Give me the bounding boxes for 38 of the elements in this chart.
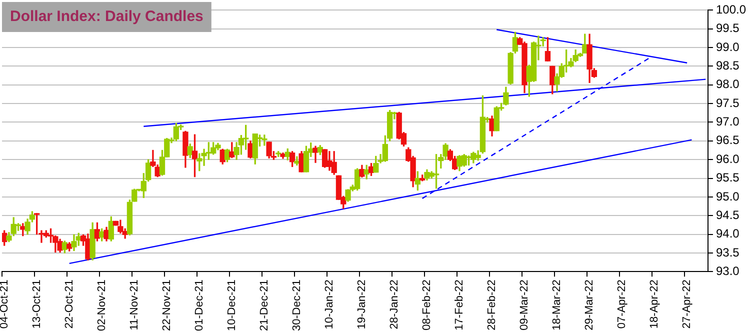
y-tick-label: 94.5 bbox=[716, 208, 740, 222]
x-tick-label: 19-Jan-22 bbox=[356, 280, 368, 330]
x-tick-label: 28-Feb-22 bbox=[486, 280, 498, 330]
x-tick-label: 17-Feb-22 bbox=[454, 280, 466, 330]
x-tick-label: 30-Dec-21 bbox=[290, 280, 303, 331]
x-tick-label: 27-Apr-22 bbox=[681, 280, 694, 329]
chart-title: Dollar Index: Daily Candles bbox=[10, 8, 204, 26]
y-tick-label: 99.5 bbox=[716, 21, 740, 36]
x-tick-label: 10-Dec-21 bbox=[226, 280, 238, 331]
x-tick-label: 28-Jan-22 bbox=[388, 280, 400, 330]
x-tick-label: 21-Dec-21 bbox=[258, 280, 270, 331]
x-tick-label: 22-Oct-21 bbox=[63, 280, 76, 329]
y-tick-label: 95.0 bbox=[716, 189, 740, 204]
y-tick-label: 100.0 bbox=[716, 2, 746, 17]
y-tick-label: 95.5 bbox=[716, 170, 740, 185]
y-tick-label: 93.0 bbox=[716, 264, 740, 278]
x-tick-label: 18-Apr-22 bbox=[648, 280, 661, 329]
y-tick-label: 97.0 bbox=[716, 114, 740, 129]
x-tick-label: 01-Dec-21 bbox=[193, 280, 206, 331]
y-tick-label: 94.0 bbox=[716, 226, 740, 241]
x-tick-label: 11-Nov-21 bbox=[128, 280, 140, 330]
y-tick-label: 93.5 bbox=[716, 245, 740, 260]
x-tick-label: 13-Oct-21 bbox=[30, 280, 43, 329]
y-tick-label: 96.5 bbox=[716, 133, 740, 148]
y-tick-label: 98.0 bbox=[716, 77, 740, 92]
x-tick-label: 02-Nov-21 bbox=[96, 280, 108, 331]
x-tick-label: 22-Nov-21 bbox=[160, 280, 173, 331]
x-tick-label: 10-Jan-22 bbox=[323, 280, 336, 330]
y-tick-label: 96.0 bbox=[716, 152, 740, 166]
x-tick-label: 04-Oct-21 bbox=[0, 280, 10, 329]
x-tick-label: 08-Feb-22 bbox=[421, 280, 434, 330]
x-tick-label: 07-Apr-22 bbox=[616, 280, 628, 329]
x-tick-label: 09-Mar-22 bbox=[518, 280, 531, 330]
x-tick-label: 18-Mar-22 bbox=[551, 280, 564, 330]
y-tick-label: 99.0 bbox=[716, 40, 740, 54]
y-tick-label: 97.5 bbox=[716, 96, 740, 110]
y-tick-label: 98.5 bbox=[716, 58, 740, 73]
x-tick-label: 29-Mar-22 bbox=[584, 280, 596, 330]
